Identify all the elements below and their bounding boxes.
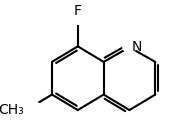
- Text: F: F: [74, 4, 82, 18]
- Ellipse shape: [72, 15, 84, 24]
- Text: N: N: [132, 40, 142, 54]
- Text: CH₃: CH₃: [0, 103, 24, 117]
- Ellipse shape: [5, 102, 47, 119]
- Ellipse shape: [123, 42, 136, 52]
